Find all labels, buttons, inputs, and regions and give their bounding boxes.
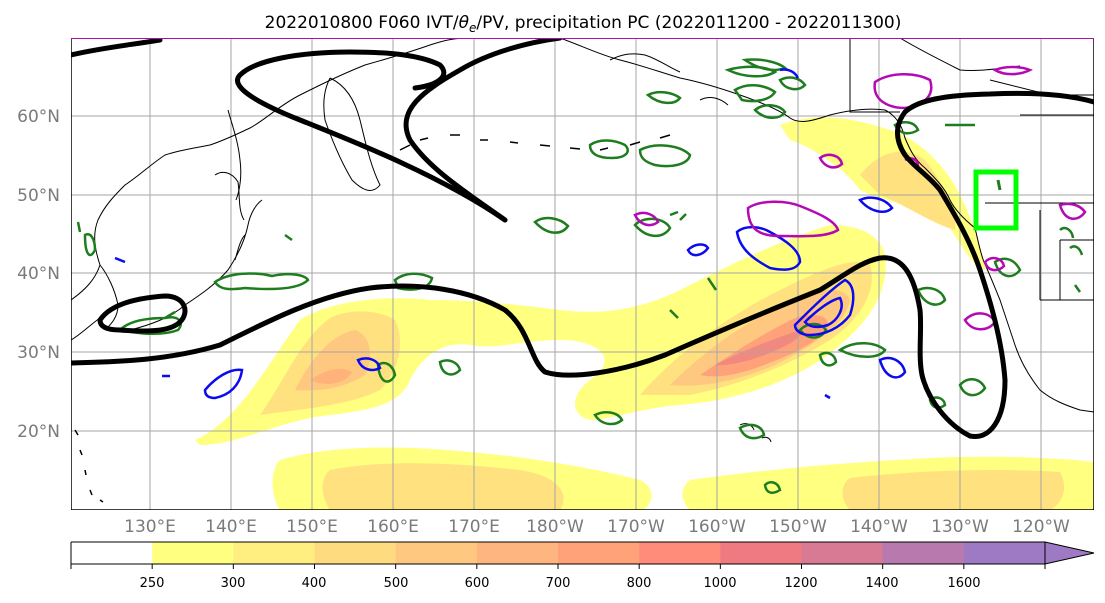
colorbar-tick-label: 600 — [465, 576, 490, 591]
green-contours — [76, 58, 1084, 494]
lon-label-130e: 130°E — [124, 517, 176, 537]
colorbar-segment — [395, 542, 478, 564]
colorbar-tick-label: 800 — [627, 576, 652, 591]
colorbar-tick-label: 400 — [302, 576, 327, 591]
colorbar-tick-label: 1600 — [947, 576, 980, 591]
lat-label-20n: 20°N — [17, 422, 60, 442]
lon-label-150w: 150°W — [769, 517, 827, 537]
colorbar-segment — [314, 542, 397, 564]
colorbar-tick-label: 300 — [221, 576, 246, 591]
colorbar-ticks — [70, 564, 1046, 569]
lon-label-150e: 150°E — [286, 517, 338, 537]
lat-label-50n: 50°N — [17, 186, 60, 206]
colorbar-tick-label: 1200 — [784, 576, 817, 591]
lat-label-30n: 30°N — [17, 343, 60, 363]
lat-labels: 60°N 50°N 40°N 30°N 20°N — [17, 107, 60, 442]
colorbar-segment — [476, 542, 559, 564]
colorbar: 250 300 400 500 600 700 800 1000 1200 14… — [70, 541, 1095, 591]
colorbar-segment — [639, 542, 721, 564]
colorbar-tick-label: 1000 — [703, 576, 736, 591]
colorbar-tick-label: 700 — [546, 576, 571, 591]
lon-label-180w: 180°W — [526, 517, 584, 537]
lon-label-140e: 140°E — [205, 517, 257, 537]
map-title: 2022010800 F060 IVT/θe/PV, precipitation… — [265, 13, 902, 35]
lat-label-60n: 60°N — [17, 107, 60, 127]
colorbar-segment — [71, 542, 153, 564]
colorbar-tick-labels: 250 300 400 500 600 700 800 1000 1200 14… — [140, 576, 981, 591]
lon-label-160e: 160°E — [367, 517, 419, 537]
lon-label-170w: 170°W — [607, 517, 665, 537]
lon-label-170e: 170°E — [448, 517, 500, 537]
colorbar-segment — [801, 542, 884, 564]
lon-labels: 130°E 140°E 150°E 160°E 170°E 180°W 170°… — [124, 517, 1070, 537]
colorbar-tick-label: 250 — [140, 576, 165, 591]
colorbar-segment — [152, 542, 234, 564]
lon-label-160w: 160°W — [688, 517, 746, 537]
highlight-box — [973, 169, 1019, 231]
colorbar-tick-label: 1400 — [865, 576, 898, 591]
lon-label-140w: 140°W — [850, 517, 908, 537]
colorbar-segment — [963, 542, 1046, 564]
colorbar-segment — [720, 542, 802, 564]
blue-contours — [114, 68, 907, 400]
map-panel — [71, 38, 1094, 510]
colorbar-extend-arrow — [1044, 541, 1095, 565]
colorbar-segment — [233, 542, 315, 564]
lat-label-40n: 40°N — [17, 264, 60, 284]
colorbar-segment — [882, 542, 965, 564]
jet-contours — [71, 38, 1094, 439]
colorbar-tick-label: 500 — [384, 576, 409, 591]
lon-label-120w: 120°W — [1012, 517, 1070, 537]
colorbar-segments — [71, 542, 1046, 564]
colorbar-segment — [558, 542, 640, 564]
lon-label-130w: 130°W — [931, 517, 989, 537]
